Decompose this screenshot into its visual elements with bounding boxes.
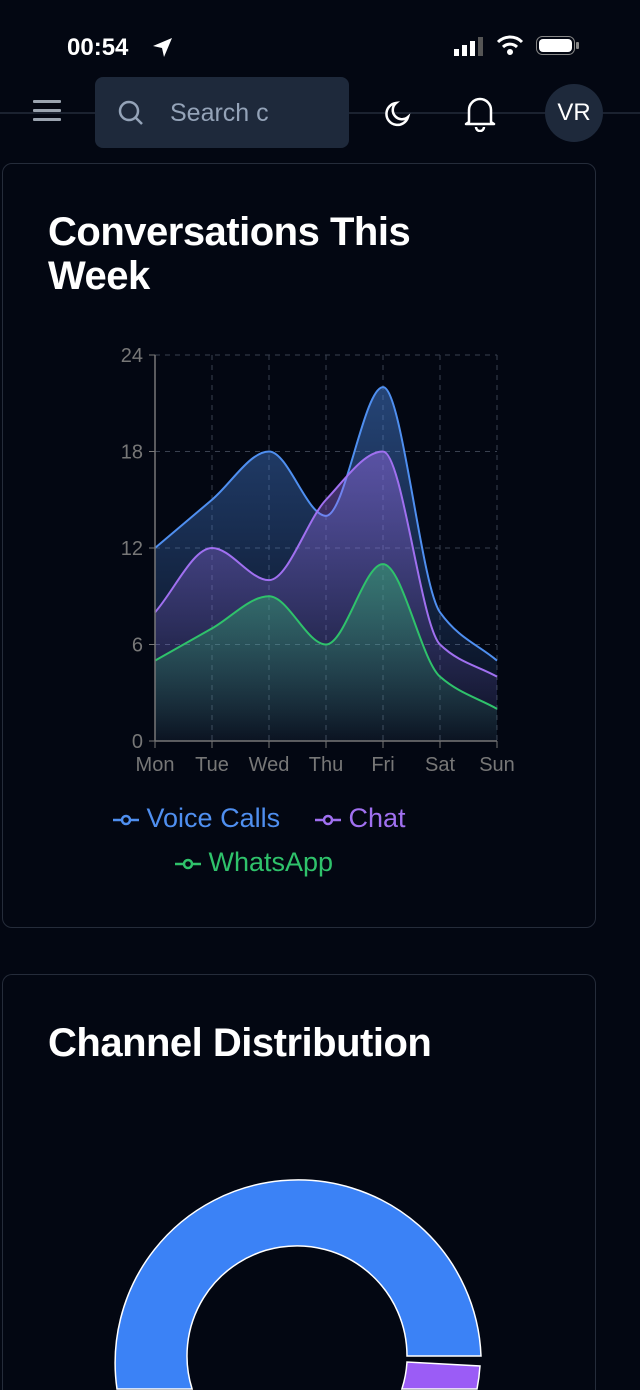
- location-arrow-icon: [153, 38, 172, 57]
- donut-slice-chat[interactable]: [400, 1361, 481, 1390]
- legend-chat[interactable]: Chat: [315, 803, 406, 834]
- legend-line-icon: [175, 858, 201, 870]
- y-tick-label: 12: [121, 538, 143, 560]
- legend-voice-calls[interactable]: Voice Calls: [113, 803, 280, 834]
- donut-slice-voice-calls[interactable]: [114, 1179, 482, 1390]
- legend-line-icon: [113, 814, 139, 826]
- x-tick-label: Tue: [195, 754, 229, 776]
- status-time: 00:54: [67, 34, 129, 61]
- legend-label: WhatsApp: [208, 847, 334, 877]
- card-title: Conversations This Week: [48, 210, 411, 298]
- signal-icon: [454, 37, 483, 56]
- battery-icon: [536, 36, 579, 55]
- y-tick-label: 24: [121, 345, 143, 367]
- wifi-icon: [496, 35, 524, 55]
- legend-whatsapp[interactable]: WhatsApp: [175, 847, 333, 878]
- x-tick-label: Wed: [249, 754, 290, 776]
- menu-icon[interactable]: [33, 100, 61, 124]
- y-tick-label: 18: [121, 442, 143, 464]
- x-tick-label: Fri: [371, 754, 394, 776]
- search-icon: [118, 100, 143, 125]
- area-line-whatsapp: [154, 563, 498, 710]
- x-tick-label: Mon: [136, 754, 175, 776]
- legend-label: Voice Calls: [146, 803, 281, 833]
- area-fill-whatsapp: [155, 564, 497, 741]
- bell-icon[interactable]: [463, 96, 497, 132]
- channel-distribution-card: Channel Distribution: [2, 974, 596, 1390]
- conversations-card: Conversations This Week: [2, 163, 596, 928]
- area-line-chat: [154, 450, 498, 678]
- legend-label: Chat: [348, 803, 406, 833]
- y-tick-label: 0: [132, 731, 143, 753]
- x-tick-label: Sat: [425, 754, 455, 776]
- x-tick-label: Thu: [309, 754, 343, 776]
- channel-donut-chart: [114, 1179, 482, 1390]
- search-placeholder: Search c: [170, 99, 269, 127]
- conversations-area-chart: 0 6 12 18 24 Mon Tue Wed Thu Fri Sat Sun: [121, 345, 515, 776]
- card-title: Channel Distribution: [48, 1021, 432, 1065]
- legend-line-icon: [315, 814, 341, 826]
- x-tick-label: Sun: [479, 754, 515, 776]
- moon-icon[interactable]: [382, 99, 412, 129]
- status-bar: 00:54: [0, 30, 640, 66]
- avatar[interactable]: VR: [545, 84, 603, 142]
- y-tick-label: 6: [132, 635, 143, 657]
- search-input[interactable]: Search c: [95, 77, 349, 148]
